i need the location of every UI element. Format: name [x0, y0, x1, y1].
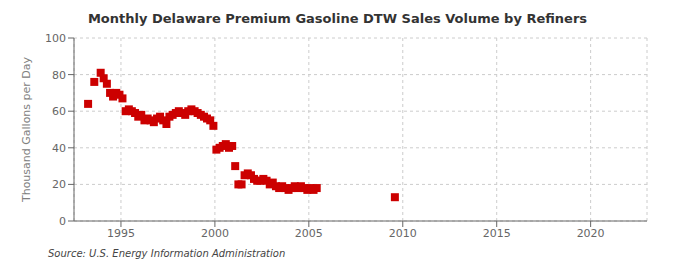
svg-text:0: 0 — [59, 215, 66, 228]
html-text:Monthly Delaware Premium Gasol: Monthly Delaware Premium Gasoline DTW Sa… — [87, 11, 588, 26]
svg-text:2000: 2000 — [201, 227, 229, 240]
svg-text:40: 40 — [52, 142, 66, 155]
svg-text:20: 20 — [52, 178, 66, 191]
svg-text:1995: 1995 — [107, 227, 135, 240]
svg-text:2005: 2005 — [295, 227, 323, 240]
svg-text:80: 80 — [52, 69, 66, 82]
html-text:Source: U.S. Energy Informatio: Source: U.S. Energy Information Administ… — [48, 248, 286, 259]
svg-text:60: 60 — [52, 105, 66, 118]
svg-text:2010: 2010 — [389, 227, 417, 240]
svg-text:2015: 2015 — [483, 227, 511, 240]
svg-text:Thousand Gallons per Day: Thousand Gallons per Day — [20, 56, 33, 203]
svg-text:100: 100 — [45, 32, 66, 45]
svg-text:2020: 2020 — [577, 227, 605, 240]
